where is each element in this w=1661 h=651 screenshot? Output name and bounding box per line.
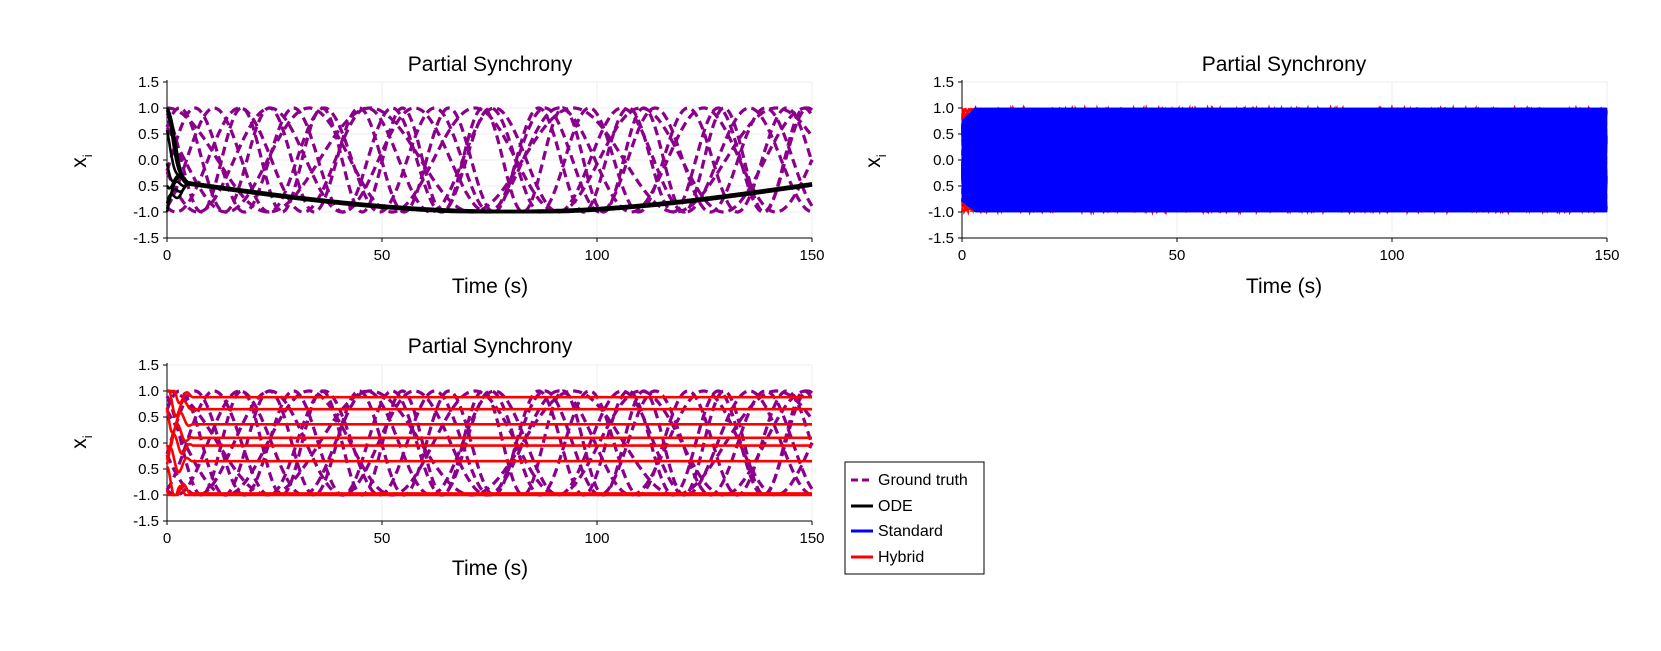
panel-1-ylabel-sub: i — [874, 154, 889, 157]
panel-1-ytick-label: 0.5 — [933, 126, 954, 143]
panel-1-xtick-label: 50 — [1169, 247, 1186, 264]
panel-2-plot — [165, 389, 814, 497]
panel-0-grid: -1.5 -1.0 0.5 0.0 0.5 1.0 1.5 0 50 100 150 — [133, 74, 824, 264]
panel-0-xtick-label: 0 — [163, 247, 171, 264]
panel-2-xlabel: Time (s) — [452, 557, 528, 580]
panel-2-ytick-label: -1.5 — [133, 513, 159, 530]
legend-label-ground-truth: Ground truth — [878, 472, 968, 489]
panel-0-ytick-label: 1.0 — [138, 100, 159, 117]
hybrid-line — [165, 445, 812, 474]
panel-0-ytick-label: 0.0 — [138, 152, 159, 169]
panel-2-ylabel: xi — [68, 435, 95, 449]
panel-1-ytick-label: 1.5 — [933, 74, 954, 91]
panel-0-ytick-label: -1.5 — [133, 230, 159, 247]
panel-2-ytick-label: 0.0 — [138, 435, 159, 452]
panel-1-ytick-label: 0.5 — [933, 178, 954, 195]
hybrid-line — [167, 389, 812, 418]
ground-truth-line — [165, 106, 814, 214]
panel-0-xtick-label: 50 — [374, 247, 391, 264]
ground-truth-line — [165, 389, 813, 497]
panel-1-ylabel-main: x — [862, 157, 885, 168]
panel-2-ytick-label: -1.0 — [133, 487, 159, 504]
panel-0-ylabel-sub: i — [80, 154, 95, 157]
panel-1-ytick-label: -1.0 — [928, 204, 954, 221]
panel-0-ylabel-main: x — [68, 157, 91, 168]
ground-truth-line — [165, 106, 813, 214]
panel-1-ytick-label: -1.5 — [928, 230, 954, 247]
panel-2-xtick-label: 0 — [163, 530, 171, 547]
hybrid-line — [165, 433, 812, 465]
panel-2-ylabel-main: x — [68, 438, 91, 449]
panel-0-ytick-label: 0.5 — [138, 178, 159, 195]
panel-0-xtick-label: 100 — [584, 247, 609, 264]
panel-1-xtick-label: 150 — [1594, 247, 1619, 264]
ode-line — [165, 180, 813, 213]
panel-0-xlabel: Time (s) — [452, 275, 528, 298]
ground-truth-line — [167, 106, 814, 214]
panel-2-xtick-label: 50 — [374, 530, 391, 547]
panel-0-title: Partial Synchrony — [408, 53, 573, 76]
legend: Ground truth ODE Standard Hybrid — [844, 461, 985, 575]
panel-1-xtick-label: 100 — [1379, 247, 1404, 264]
legend-label-standard: Standard — [878, 523, 943, 540]
panel-1-ytick-label: 1.0 — [933, 100, 954, 117]
panel-2-title: Partial Synchrony — [408, 335, 573, 358]
panel-2-xtick-label: 150 — [799, 530, 824, 547]
legend-entry-ground-truth: Ground truth — [851, 472, 968, 489]
panel-0-ytick-label: 1.5 — [138, 74, 159, 91]
legend-label-hybrid: Hybrid — [878, 549, 924, 566]
panel-1-ylabel: xi — [862, 154, 889, 168]
hybrid-line — [165, 484, 812, 497]
panel-2-ytick-label: 1.5 — [138, 357, 159, 374]
panel-1-ytick-label: 0.0 — [933, 152, 954, 169]
panel-bottom-left: -1.5 -1.0 0.5 0.0 0.5 1.0 1.5 0 50 100 150 Partial… — [68, 335, 825, 580]
panel-1-plot — [961, 104, 1608, 216]
panel-1-xtick-label: 0 — [958, 247, 966, 264]
standard-line — [961, 107, 1608, 213]
panel-0-xtick-label: 150 — [799, 247, 824, 264]
panel-0-plot — [165, 106, 814, 214]
panel-2-xtick-label: 100 — [584, 530, 609, 547]
panel-0-ylabel: xi — [68, 154, 95, 168]
hybrid-line — [165, 465, 812, 497]
panel-0-ytick-label: -1.0 — [133, 204, 159, 221]
legend-entry-standard: Standard — [851, 523, 943, 540]
panel-2-ytick-label: 0.5 — [138, 461, 159, 478]
panel-top-left: -1.5 -1.0 0.5 0.0 0.5 1.0 1.5 0 50 100 150 Partial… — [68, 53, 825, 298]
hybrid-line — [165, 422, 812, 452]
hybrid-line — [165, 407, 812, 435]
panel-2-ylabel-sub: i — [80, 435, 95, 438]
panel-2-ytick-label: 1.0 — [138, 383, 159, 400]
panel-1-title: Partial Synchrony — [1202, 53, 1367, 76]
hybrid-line — [167, 389, 812, 405]
panel-0-ytick-label: 0.5 — [138, 126, 159, 143]
panel-2-ytick-label: 0.5 — [138, 409, 159, 426]
legend-entry-hybrid: Hybrid — [851, 549, 924, 566]
panel-1-xlabel: Time (s) — [1246, 275, 1322, 298]
legend-label-ode: ODE — [878, 498, 913, 515]
legend-entry-ode: ODE — [851, 498, 913, 515]
panel-top-right: -1.5 -1.0 0.5 0.0 0.5 1.0 1.5 0 50 100 150 Partial… — [862, 53, 1620, 298]
